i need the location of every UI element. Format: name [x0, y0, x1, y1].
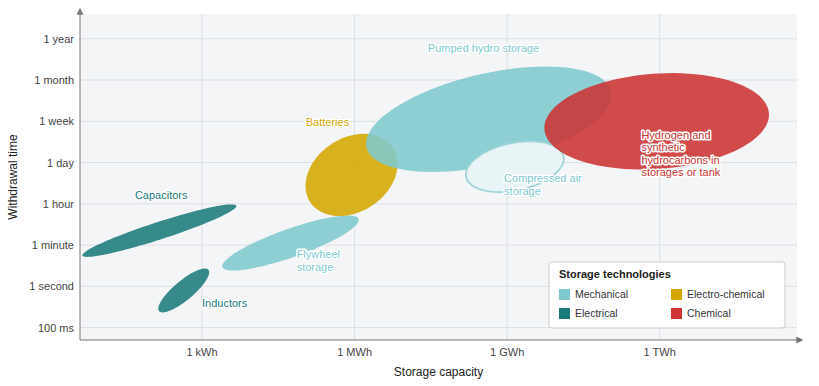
label-line: storages or tank — [641, 166, 720, 178]
grid-line-y — [80, 203, 797, 204]
ellipse — [544, 73, 769, 169]
y-tick-label: 1 hour — [43, 198, 75, 210]
x-axis-label: Storage capacity — [394, 365, 483, 379]
label-line: Hydrogen and — [641, 129, 710, 141]
y-tick-label: 1 minute — [32, 239, 74, 251]
x-tick-label: 1 GWh — [490, 346, 524, 358]
y-axis-line — [80, 14, 81, 340]
y-axis-label: Withdrawal time — [6, 134, 20, 220]
label-line: hydrocarbons in — [641, 154, 719, 166]
legend-label: Mechanical — [575, 288, 628, 300]
label-line: Flywheel — [297, 248, 340, 260]
legend-swatch — [671, 289, 682, 300]
label-line: Capacitors — [135, 189, 188, 201]
grid-line-y — [80, 245, 797, 246]
label-line: Inductors — [202, 297, 248, 309]
legend-label: Chemical — [687, 307, 731, 319]
grid-line-x — [202, 14, 203, 340]
grid — [80, 14, 797, 340]
ellipse-label: Inductors — [202, 297, 248, 309]
y-tick-label: 1 week — [39, 115, 74, 127]
y-tick-label: 1 year — [43, 33, 74, 45]
y-tick-label: 1 month — [34, 74, 74, 86]
chart: 1 kWh 1 MWh 1 GWh 1 TWh 100 ms 1 second 1 minu… — [0, 0, 819, 386]
legend-swatch — [559, 308, 570, 319]
ellipse-label: Hydrogen andsynthetichydrocarbons instor… — [641, 129, 720, 179]
legend-swatch — [671, 308, 682, 319]
legend-box — [549, 262, 785, 328]
legend-label: Electro-chemical — [687, 288, 765, 300]
ellipse-label: Capacitors — [135, 189, 188, 201]
ellipse — [222, 216, 359, 271]
x-tick-label: 1 kWh — [186, 346, 217, 358]
x-axis-line — [80, 340, 797, 341]
label-line: Pumped hydro storage — [428, 42, 539, 54]
ellipses — [82, 67, 769, 313]
label-line: storage — [504, 185, 541, 197]
label-line: storage — [297, 261, 334, 273]
ellipse-label: Pumped hydro storage — [428, 42, 539, 54]
label-line: Batteries — [306, 116, 350, 128]
label-line: Compressed air — [504, 172, 582, 184]
plot-background — [80, 14, 797, 340]
y-tick-label: 1 day — [47, 157, 74, 169]
ellipse-label: Compressed airstorage — [504, 172, 582, 197]
legend-title: Storage technologies — [559, 268, 671, 280]
legend-label: Electrical — [575, 307, 618, 319]
x-tick-label: 1 TWh — [644, 346, 676, 358]
grid-line-y — [80, 38, 797, 39]
ellipse-label: Flywheelstorage — [297, 248, 340, 273]
y-tick-label: 100 ms — [38, 322, 75, 334]
y-tick-label: 1 second — [29, 280, 74, 292]
ellipse-label: Batteries — [306, 116, 350, 128]
legend: Storage technologies Mechanical Electro-ch… — [549, 262, 785, 328]
x-tick-label: 1 MWh — [337, 346, 372, 358]
ellipse — [82, 204, 236, 257]
legend-swatch — [559, 289, 570, 300]
label-line: synthetic — [641, 141, 685, 153]
